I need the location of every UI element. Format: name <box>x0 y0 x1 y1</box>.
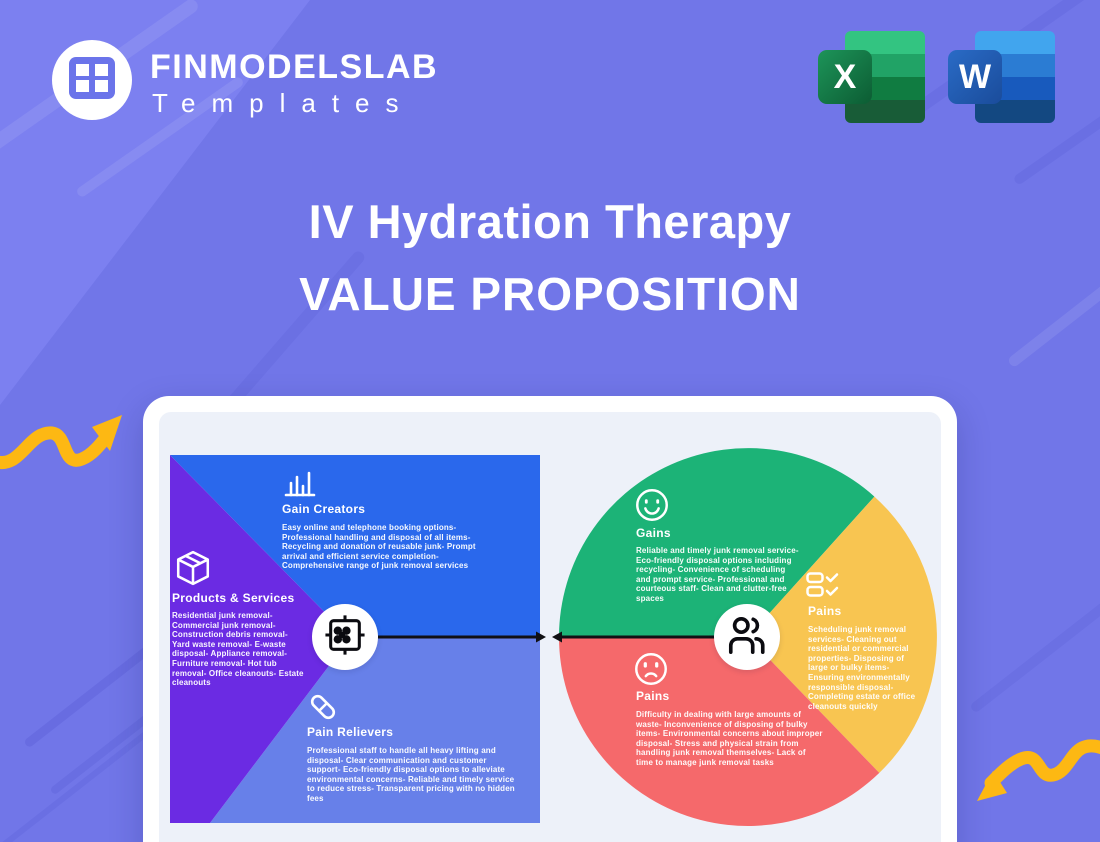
bar-chart-icon <box>282 464 318 505</box>
value-map-square <box>170 455 540 823</box>
yellow-squiggle-arrow-left <box>0 415 122 470</box>
package-icon <box>174 549 212 592</box>
products-services-title: Products & Services <box>172 591 295 605</box>
pain-relievers-title: Pain Relievers <box>307 725 394 739</box>
gains-title: Gains <box>636 526 671 540</box>
checklist-icon <box>806 572 842 604</box>
pain-relievers-text: Professional staff to handle all heavy l… <box>307 746 515 803</box>
title-line-1: IV Hydration Therapy <box>308 195 792 248</box>
smiley-face-icon <box>633 486 671 529</box>
pains-text: Difficulty in dealing with large amounts… <box>636 710 823 767</box>
gains-text: Reliable and timely junk removal service… <box>636 546 799 603</box>
gain-creators-text: Easy online and telephone booking option… <box>282 523 476 571</box>
brush-stroke <box>969 576 1100 714</box>
word-file-icon: W <box>948 28 1056 124</box>
gift-icon <box>324 614 366 661</box>
pill-icon <box>306 690 340 729</box>
brand-subtitle: Templates <box>152 88 415 118</box>
brand-logo <box>52 40 132 120</box>
brush-stroke <box>0 729 151 842</box>
jobs-pains-text: Scheduling junk removal services- Cleani… <box>808 625 916 711</box>
pains-title: Pains <box>636 689 670 703</box>
word-letter-tile: W <box>948 50 1002 104</box>
customer-hub <box>714 604 780 670</box>
value-map-hub <box>312 604 378 670</box>
customer-profile-circle <box>559 448 937 826</box>
jobs-pains-title: Pains <box>808 604 842 618</box>
brand-name: FINMODELSLAB <box>150 48 439 86</box>
yellow-squiggle-arrow-right <box>977 739 1100 801</box>
excel-letter-tile: X <box>818 50 872 104</box>
window-grid-icon <box>69 56 115 104</box>
page-title: IV Hydration Therapy VALUE PROPOSITION <box>0 195 1100 320</box>
products-services-text: Residential junk removal- Commercial jun… <box>172 611 304 688</box>
excel-file-icon: X <box>818 28 926 124</box>
gain-creators-title: Gain Creators <box>282 502 366 516</box>
title-line-2: VALUE PROPOSITION <box>299 268 801 320</box>
sad-face-icon <box>632 650 670 693</box>
connector-arrows <box>378 631 716 643</box>
customers-icon <box>726 614 768 661</box>
